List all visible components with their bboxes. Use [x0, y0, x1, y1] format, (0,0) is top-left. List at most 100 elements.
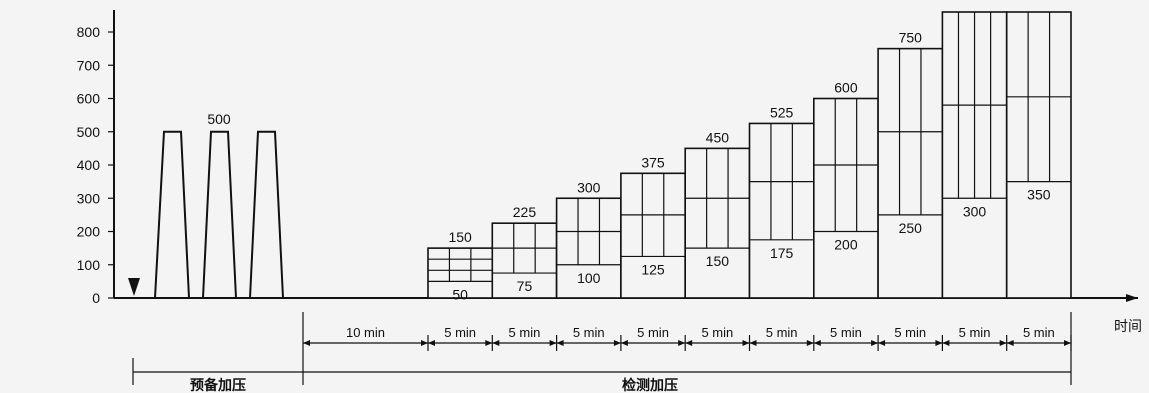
y-tick-label: 100 — [77, 257, 101, 273]
y-tick-label: 300 — [77, 190, 101, 206]
preload-cycle — [154, 130, 190, 299]
duration-label: 5 min — [830, 325, 862, 340]
duration-segment: 5 min — [878, 325, 944, 351]
arrowhead-right-icon — [806, 340, 814, 346]
duration-label: 5 min — [959, 325, 991, 340]
load-step: 750 250 — [877, 30, 944, 299]
duration-label: 5 min — [766, 325, 798, 340]
arrowhead-right-icon — [935, 340, 943, 346]
step-box — [555, 197, 622, 299]
x-axis-label: 时间 — [1114, 318, 1142, 334]
y-tick-label: 200 — [77, 224, 101, 240]
step-lower-label: 300 — [963, 203, 987, 219]
step-box — [1005, 11, 1072, 299]
arrowhead-left-icon — [428, 340, 435, 346]
step-upper-label: 525 — [770, 104, 794, 120]
step-box — [877, 47, 944, 299]
duration-segment: 5 min — [749, 325, 815, 351]
arrowhead-left-icon — [1006, 340, 1014, 346]
step-box — [684, 147, 751, 299]
preload-peak-label: 500 — [207, 111, 231, 127]
arrowhead-right-icon — [678, 340, 686, 346]
x-axis-arrowhead — [1126, 294, 1138, 302]
y-tick-label: 500 — [77, 124, 101, 140]
phase-label-preload: 预备加压 — [190, 377, 246, 393]
step-upper-label: 300 — [577, 179, 601, 195]
step-lower-label: 75 — [517, 278, 533, 294]
preload-cycle — [202, 130, 237, 299]
arrowhead-left-icon — [556, 340, 564, 346]
duration-label: 5 min — [1023, 325, 1055, 340]
arrowhead-left-icon — [878, 340, 886, 346]
step-box — [427, 247, 494, 299]
duration-segment: 5 min — [1006, 325, 1072, 351]
arrowhead-right-icon — [613, 340, 621, 346]
arrowhead-left-icon — [813, 340, 821, 346]
step-upper-label: 600 — [834, 80, 858, 96]
duration-label: 5 min — [444, 325, 476, 340]
duration-segment: 5 min — [942, 325, 1008, 351]
arrowhead-left-icon — [303, 340, 310, 346]
step-upper-label: 150 — [448, 229, 472, 245]
arrowhead-left-icon — [620, 340, 628, 346]
step-lower-label: 350 — [1027, 187, 1051, 203]
duration-segment: 5 min — [685, 325, 751, 351]
duration-segment: 5 min — [620, 325, 686, 351]
duration-label: 5 min — [894, 325, 926, 340]
arrowhead-left-icon — [942, 340, 950, 346]
step-lower-label: 250 — [899, 220, 923, 236]
arrowhead-right-icon — [871, 340, 879, 346]
y-tick-label: 600 — [77, 91, 101, 107]
step-upper-label: 750 — [899, 30, 923, 46]
load-step: 225 75 — [491, 204, 558, 299]
step-lower-label: 150 — [706, 253, 730, 269]
duration-label: 10 min — [346, 325, 385, 340]
step-upper-label: 450 — [706, 129, 730, 145]
step-box — [491, 222, 558, 299]
step-lower-label: 175 — [770, 245, 794, 261]
step-upper-label: 375 — [641, 154, 665, 170]
y-tick-label: 800 — [77, 24, 101, 40]
duration-label: 5 min — [509, 325, 541, 340]
step-lower-label: 100 — [577, 270, 601, 286]
arrowhead-left-icon — [685, 340, 693, 346]
duration-segment: 5 min — [813, 325, 879, 351]
y-tick-label: 700 — [77, 57, 101, 73]
arrowhead-right-icon — [485, 340, 493, 346]
arrowhead-right-icon — [999, 340, 1007, 346]
step-lower-label: 50 — [452, 286, 468, 302]
duration-segment: 5 min — [556, 325, 622, 351]
load-step: 375 125 — [620, 154, 687, 299]
duration-label: 5 min — [637, 325, 669, 340]
load-step: 150 50 — [427, 229, 494, 302]
load-step: 300 100 — [555, 179, 622, 299]
step-box — [748, 122, 815, 299]
load-step: 300 — [941, 11, 1008, 299]
phase-label-test: 检测加压 — [622, 377, 678, 393]
preload-cycle — [249, 130, 284, 299]
arrowhead-right-icon — [1064, 340, 1071, 346]
step-upper-label: 225 — [513, 204, 537, 220]
load-step: 450 150 — [684, 129, 751, 299]
load-step: 350 — [1005, 11, 1072, 299]
arrowhead-right-icon — [549, 340, 557, 346]
step-lower-label: 200 — [834, 237, 858, 253]
y-tick-label: 400 — [77, 157, 101, 173]
step-box — [620, 172, 687, 299]
y-tick-label: 0 — [92, 290, 100, 306]
arrowhead-right-icon — [421, 340, 428, 346]
load-step: 600 200 — [812, 80, 879, 299]
duration-segment: 10 min — [303, 325, 429, 351]
arrowhead-left-icon — [749, 340, 757, 346]
step-lower-label: 125 — [641, 261, 665, 277]
arrowhead-right-icon — [742, 340, 750, 346]
duration-segment: 5 min — [428, 325, 493, 351]
start-marker-icon — [128, 278, 140, 296]
duration-label: 5 min — [701, 325, 733, 340]
duration-label: 5 min — [573, 325, 605, 340]
duration-segment: 5 min — [492, 325, 558, 351]
step-box — [812, 97, 879, 299]
arrowhead-left-icon — [492, 340, 500, 346]
